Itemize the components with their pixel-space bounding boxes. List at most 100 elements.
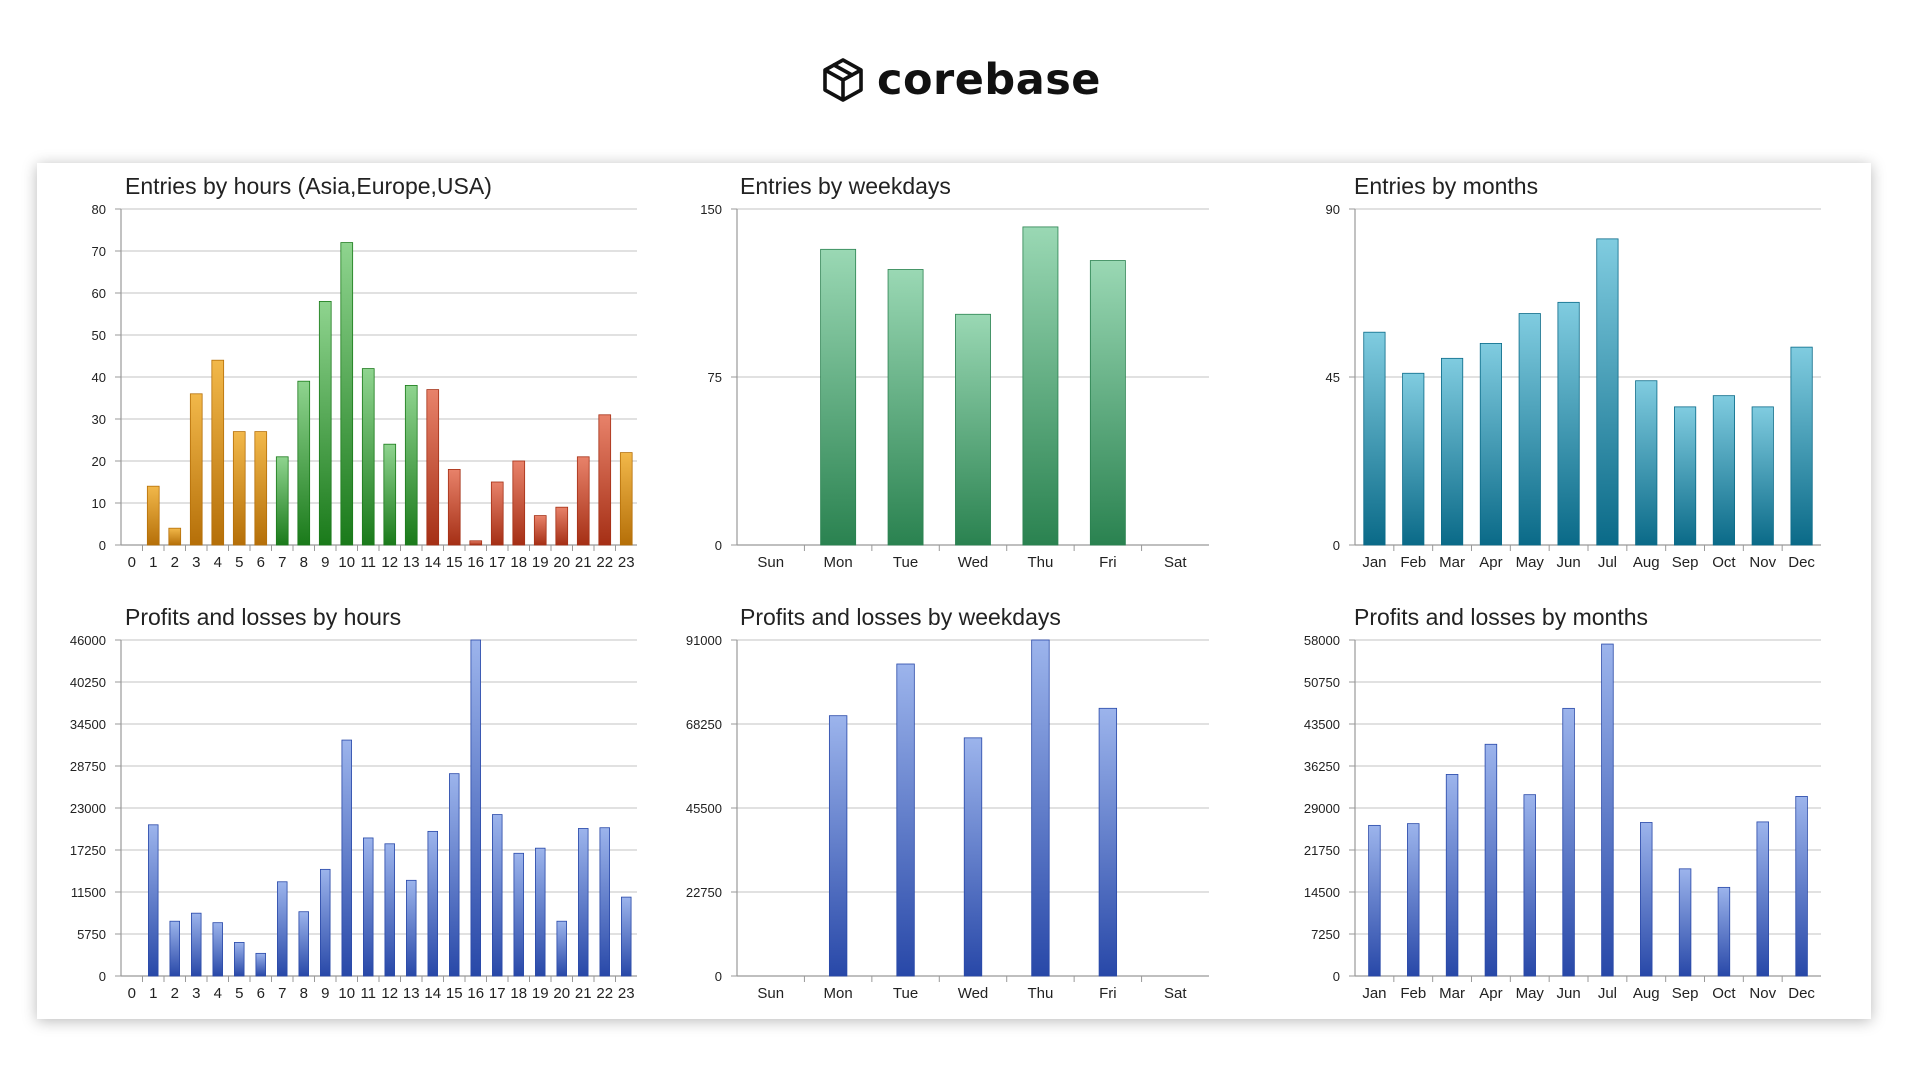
x-tick-label: Sun	[757, 985, 784, 1002]
x-tick-label: 20	[553, 554, 570, 571]
y-tick-label: 46000	[70, 633, 106, 648]
x-tick-label: 12	[381, 554, 398, 571]
x-tick-label: Fri	[1099, 985, 1117, 1002]
bar-14	[426, 389, 440, 546]
x-tick-label: 4	[214, 985, 222, 1002]
bar-dec	[1795, 796, 1808, 977]
x-tick-label: Aug	[1633, 985, 1660, 1002]
bar-16	[469, 540, 483, 546]
bar-9	[320, 868, 331, 977]
bar-dec	[1790, 346, 1813, 546]
chart-title: Profits and losses by hours	[125, 604, 401, 630]
x-tick-label: 23	[618, 985, 635, 1002]
bar-oct	[1712, 395, 1735, 546]
bar-mon	[828, 715, 848, 977]
bar-tue	[887, 269, 924, 546]
x-tick-label: Mar	[1439, 554, 1465, 571]
x-tick-label: Feb	[1400, 985, 1426, 1002]
cube-icon	[823, 58, 863, 102]
x-tick-label: 18	[510, 554, 527, 571]
x-tick-label: Mar	[1439, 985, 1465, 1002]
entries-by-hours-chart: Entries by hours (Asia,Europe,USA)010203…	[92, 173, 637, 571]
bar-19	[533, 515, 547, 546]
x-tick-label: May	[1516, 554, 1545, 571]
y-tick-label: 0	[1333, 969, 1340, 984]
bar-fri	[1089, 260, 1126, 546]
x-tick-label: 14	[424, 985, 441, 1002]
bar-feb	[1407, 823, 1420, 977]
x-tick-label: 10	[338, 985, 355, 1002]
bar-5	[232, 431, 246, 546]
bar-15	[447, 468, 461, 546]
x-tick-label: Fri	[1099, 554, 1117, 571]
x-tick-label: Oct	[1712, 985, 1736, 1002]
bar-13	[406, 879, 417, 977]
brand-header: corebase	[0, 48, 1920, 112]
bar-2	[168, 527, 182, 546]
x-tick-label: Jun	[1556, 985, 1580, 1002]
profits-by-months-chart: Profits and losses by months 0 7250 14500 21…	[1304, 604, 1821, 1002]
y-tick-label: 58000	[1304, 633, 1340, 648]
bar-10	[341, 739, 352, 977]
bar-jul	[1596, 238, 1619, 546]
y-tick-label: 45500	[686, 801, 722, 816]
entries-by-weekdays-chart: Entries by weekdays 0 75 150 Sun Mon Tue Wed Thu…	[700, 173, 1209, 571]
bar-sep	[1678, 868, 1692, 977]
x-tick-label: 5	[235, 985, 243, 1002]
x-tick-label: 15	[446, 985, 463, 1002]
chart-title: Entries by months	[1354, 173, 1538, 199]
x-tick-label: Dec	[1788, 985, 1815, 1002]
brand-name: corebase	[877, 55, 1101, 105]
y-tick-label: 68250	[686, 717, 722, 732]
bar-23	[621, 896, 632, 977]
x-tick-label: 16	[467, 554, 484, 571]
bar-10	[340, 242, 354, 546]
y-tick-label: 40	[92, 370, 106, 385]
x-tick-label: Sep	[1672, 554, 1699, 571]
y-tick-label: 34500	[70, 717, 106, 732]
y-tick-label: 90	[1326, 202, 1340, 217]
bar-4	[211, 359, 225, 546]
charts-canvas: Entries by hours (Asia,Europe,USA)010203…	[70, 173, 1821, 1002]
bar-16	[470, 639, 481, 977]
x-tick-label: 9	[321, 985, 329, 1002]
bar-14	[427, 830, 438, 977]
bar-20	[556, 920, 567, 977]
bar-4	[212, 922, 223, 977]
x-tick-label: 23	[618, 554, 635, 571]
x-tick-label: 2	[171, 985, 179, 1002]
x-tick-label: Oct	[1712, 554, 1736, 571]
x-tick-label: Aug	[1633, 554, 1660, 571]
x-tick-label: 0	[128, 554, 136, 571]
x-tick-label: Sep	[1672, 985, 1699, 1002]
x-tick-label: 1	[149, 554, 157, 571]
chart-title: Entries by hours (Asia,Europe,USA)	[125, 173, 492, 199]
x-tick-label: May	[1516, 985, 1545, 1002]
x-tick-label: Nov	[1749, 554, 1776, 571]
charts-panel: Entries by hours (Asia,Europe,USA) 0 10 20 3…	[37, 163, 1871, 1019]
bar-aug	[1640, 822, 1653, 977]
bar-7	[277, 881, 288, 977]
bar-21	[576, 456, 590, 546]
chart-title: Profits and losses by months	[1354, 604, 1648, 630]
x-tick-label: 11	[360, 554, 376, 571]
bar-thu	[1031, 639, 1050, 977]
x-tick-label: 11	[360, 985, 376, 1002]
bar-tue	[896, 663, 915, 977]
y-tick-label: 75	[708, 370, 722, 385]
x-tick-label: 22	[596, 985, 613, 1002]
x-tick-label: Wed	[958, 554, 989, 571]
y-tick-label: 50	[92, 328, 106, 343]
bar-12	[384, 843, 395, 977]
x-tick-label: 12	[381, 985, 398, 1002]
x-tick-label: Thu	[1027, 985, 1053, 1002]
y-tick-label: 70	[92, 244, 106, 259]
x-tick-label: 13	[403, 554, 420, 571]
y-tick-label: 29000	[1304, 801, 1340, 816]
x-tick-label: 3	[192, 554, 200, 571]
x-tick-label: Dec	[1788, 554, 1815, 571]
x-tick-label: 6	[257, 985, 265, 1002]
x-tick-label: 21	[575, 985, 592, 1002]
bar-mar	[1445, 774, 1459, 977]
bar-1	[148, 824, 159, 977]
